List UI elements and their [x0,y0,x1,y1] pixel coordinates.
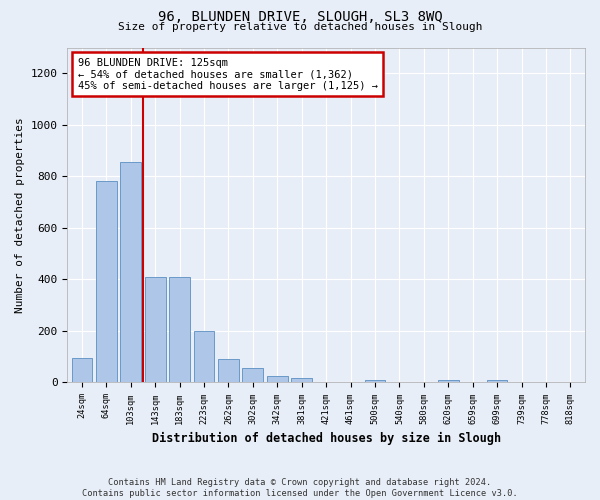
Bar [194,331,214,382]
X-axis label: Distribution of detached houses by size in Slough: Distribution of detached houses by size … [152,432,501,445]
Bar [267,376,287,382]
Text: Contains HM Land Registry data © Crown copyright and database right 2024.
Contai: Contains HM Land Registry data © Crown c… [82,478,518,498]
Bar [487,380,508,382]
Bar [121,162,141,382]
Text: 96, BLUNDEN DRIVE, SLOUGH, SL3 8WQ: 96, BLUNDEN DRIVE, SLOUGH, SL3 8WQ [158,10,442,24]
Bar [438,380,458,382]
Y-axis label: Number of detached properties: Number of detached properties [15,117,25,313]
Bar [96,182,117,382]
Bar [218,359,239,382]
Text: 96 BLUNDEN DRIVE: 125sqm
← 54% of detached houses are smaller (1,362)
45% of sem: 96 BLUNDEN DRIVE: 125sqm ← 54% of detach… [77,58,377,90]
Bar [365,380,385,382]
Bar [169,276,190,382]
Bar [292,378,312,382]
Bar [145,276,166,382]
Text: Size of property relative to detached houses in Slough: Size of property relative to detached ho… [118,22,482,32]
Bar [71,358,92,382]
Bar [242,368,263,382]
